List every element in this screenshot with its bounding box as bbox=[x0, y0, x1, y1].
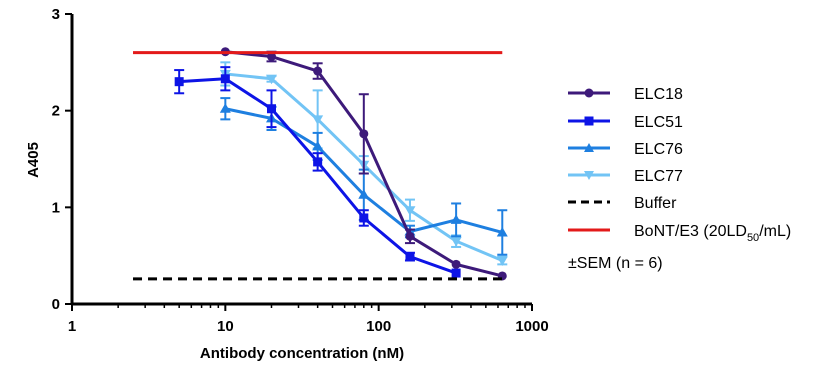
series-elc18 bbox=[220, 47, 507, 281]
legend-label-elc51: ELC51 bbox=[634, 114, 683, 131]
data-point bbox=[266, 52, 276, 62]
plot-area bbox=[133, 47, 508, 281]
data-point bbox=[358, 189, 370, 199]
legend-item-buffer: Buffer bbox=[568, 195, 677, 212]
data-point bbox=[450, 237, 462, 247]
y-tick-label: 1 bbox=[52, 199, 60, 216]
legend-marker-elc76 bbox=[584, 143, 594, 152]
legend-item-elc18: ELC18 bbox=[568, 86, 683, 103]
x-tick-label: 10 bbox=[217, 318, 234, 335]
y-tick-label: 3 bbox=[52, 6, 60, 23]
data-point bbox=[496, 226, 508, 237]
data-point bbox=[450, 214, 462, 224]
axes bbox=[70, 14, 532, 306]
legend-item-bont: BoNT/E3 (20LD50/mL) bbox=[568, 223, 791, 244]
x-tick-label: 100 bbox=[366, 318, 391, 335]
legend-marker-elc77 bbox=[584, 171, 594, 180]
data-point bbox=[265, 74, 277, 85]
data-point bbox=[496, 256, 508, 266]
legend-label-bont-suffix: /mL) bbox=[759, 223, 791, 240]
sem-note: ±SEM (n = 6) bbox=[568, 255, 663, 272]
legend-item-elc51: ELC51 bbox=[568, 114, 683, 131]
data-point bbox=[405, 231, 415, 241]
legend: ELC18 ELC51 ELC76 ELC77 Buffer BoNT/E3 (… bbox=[568, 86, 791, 272]
legend-item-elc77: ELC77 bbox=[568, 168, 683, 185]
data-point bbox=[174, 77, 184, 87]
data-point bbox=[451, 268, 461, 278]
data-point bbox=[220, 74, 230, 84]
x-tick-label: 1000 bbox=[515, 318, 548, 335]
legend-label-bont-sub: 50 bbox=[747, 232, 759, 244]
series-elc51 bbox=[174, 66, 461, 278]
data-point bbox=[405, 252, 415, 262]
x-tick-label: 1 bbox=[68, 318, 76, 335]
legend-marker-elc51 bbox=[584, 116, 594, 126]
y-tick-label: 2 bbox=[52, 103, 60, 120]
legend-marker-elc18 bbox=[584, 88, 594, 98]
data-point bbox=[266, 104, 276, 114]
legend-label-bont: BoNT/E3 (20LD50/mL) bbox=[634, 223, 791, 244]
x-axis-title: Antibody concentration (nM) bbox=[200, 345, 404, 362]
data-point bbox=[359, 213, 369, 223]
data-point bbox=[404, 206, 416, 216]
legend-label-buffer: Buffer bbox=[634, 195, 677, 212]
data-point bbox=[359, 129, 369, 139]
y-axis-title: A405 bbox=[25, 142, 42, 178]
legend-label-elc18: ELC18 bbox=[634, 86, 683, 103]
data-point bbox=[451, 259, 461, 269]
legend-label-elc77: ELC77 bbox=[634, 168, 683, 185]
data-point bbox=[313, 66, 323, 76]
legend-item-elc76: ELC76 bbox=[568, 141, 683, 158]
legend-label-elc76: ELC76 bbox=[634, 141, 683, 158]
legend-label-bont-prefix: BoNT/E3 (20LD bbox=[634, 223, 747, 240]
data-point bbox=[219, 103, 231, 113]
data-point bbox=[313, 157, 323, 167]
data-point bbox=[312, 140, 324, 151]
data-point bbox=[312, 115, 324, 125]
y-tick-label: 0 bbox=[52, 296, 60, 313]
